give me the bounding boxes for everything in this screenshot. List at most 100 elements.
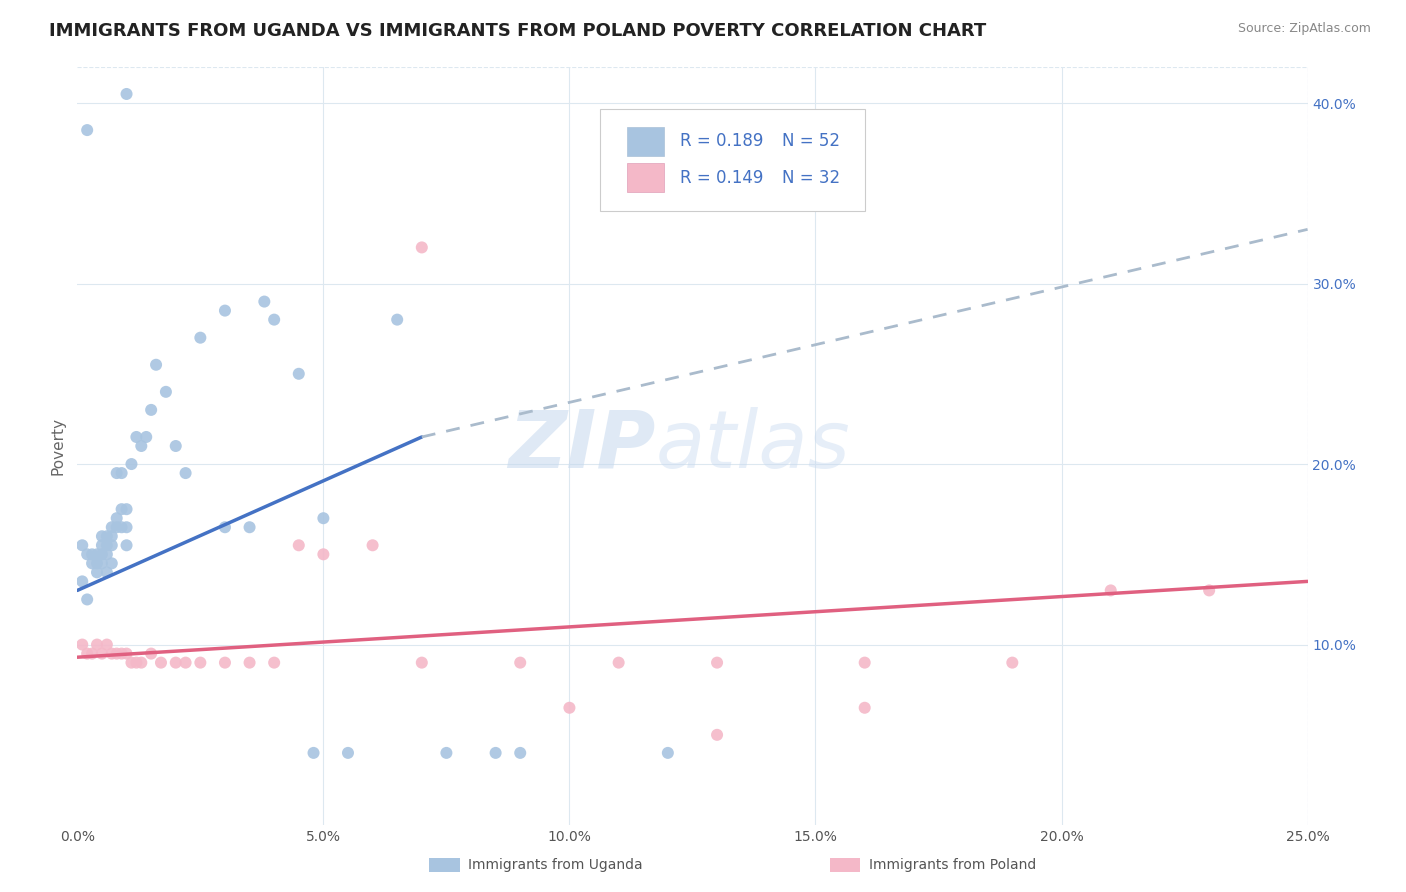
Point [76, 547, 98, 561]
Point [145, 358, 167, 372]
Point [125, 656, 148, 670]
Point [86, 566, 108, 580]
Point [214, 520, 236, 534]
Point [239, 520, 262, 534]
Point [129, 439, 153, 453]
Point [174, 656, 197, 670]
Point [385, 312, 409, 326]
Point [111, 647, 132, 661]
Point [96, 538, 118, 552]
Point [115, 502, 138, 516]
Point [411, 240, 433, 254]
Point [253, 294, 276, 309]
Point [105, 647, 128, 661]
Point [361, 538, 384, 552]
Point [90, 557, 114, 571]
Point [70, 638, 93, 652]
Point [90, 647, 114, 661]
Point [436, 746, 458, 760]
Point [76, 123, 98, 137]
Point [239, 656, 262, 670]
Point [706, 728, 728, 742]
Text: R = 0.189: R = 0.189 [681, 132, 763, 150]
Point [485, 746, 508, 760]
Point [101, 520, 124, 534]
Point [312, 511, 335, 525]
Point [115, 647, 138, 661]
Point [509, 656, 531, 670]
Point [101, 647, 124, 661]
Point [86, 638, 108, 652]
Point [101, 538, 124, 552]
Point [96, 529, 118, 543]
Point [86, 557, 108, 571]
Point [853, 700, 876, 714]
Point [657, 746, 679, 760]
Point [509, 746, 531, 760]
Point [155, 384, 177, 399]
Point [115, 520, 138, 534]
Point [1198, 583, 1220, 598]
Point [111, 520, 132, 534]
Point [115, 538, 138, 552]
Point [96, 566, 118, 580]
Text: N = 52: N = 52 [782, 132, 841, 150]
Bar [627, 127, 664, 155]
Point [121, 457, 143, 471]
Point [853, 656, 876, 670]
Point [76, 592, 98, 607]
Point [105, 466, 128, 480]
Point [288, 538, 311, 552]
Point [141, 647, 163, 661]
Point [312, 547, 335, 561]
Point [214, 656, 236, 670]
Point [302, 746, 325, 760]
Point [411, 656, 433, 670]
Point [337, 746, 360, 760]
Bar [627, 163, 664, 192]
Point [121, 656, 143, 670]
Point [111, 502, 132, 516]
Point [135, 430, 157, 444]
Point [96, 638, 118, 652]
Text: Immigrants from Poland: Immigrants from Poland [869, 858, 1036, 872]
Point [96, 547, 118, 561]
Text: N = 32: N = 32 [782, 169, 841, 186]
Point [188, 656, 212, 670]
Point [263, 312, 285, 326]
Point [86, 547, 108, 561]
Point [105, 511, 128, 525]
Point [90, 547, 114, 561]
Point [82, 547, 104, 561]
Point [70, 574, 93, 589]
Point [76, 647, 98, 661]
Point [558, 700, 581, 714]
Point [82, 557, 104, 571]
Point [706, 656, 728, 670]
Text: Source: ZipAtlas.com: Source: ZipAtlas.com [1237, 22, 1371, 36]
FancyBboxPatch shape [600, 109, 865, 211]
Point [188, 331, 212, 345]
Point [90, 538, 114, 552]
Point [150, 656, 173, 670]
Point [1001, 656, 1024, 670]
Point [111, 466, 132, 480]
Point [129, 656, 153, 670]
Point [288, 367, 311, 381]
Point [105, 520, 128, 534]
Text: atlas: atlas [655, 407, 851, 485]
Text: IMMIGRANTS FROM UGANDA VS IMMIGRANTS FROM POLAND POVERTY CORRELATION CHART: IMMIGRANTS FROM UGANDA VS IMMIGRANTS FRO… [49, 22, 987, 40]
Text: ZIP: ZIP [508, 407, 655, 485]
Point [165, 439, 187, 453]
Text: Immigrants from Uganda: Immigrants from Uganda [468, 858, 643, 872]
Point [214, 303, 236, 318]
Point [263, 656, 285, 670]
Text: R = 0.149: R = 0.149 [681, 169, 763, 186]
Point [115, 87, 138, 101]
Point [70, 538, 93, 552]
Point [1099, 583, 1122, 598]
Point [174, 466, 197, 480]
Point [101, 529, 124, 543]
Point [82, 647, 104, 661]
Point [141, 403, 163, 417]
